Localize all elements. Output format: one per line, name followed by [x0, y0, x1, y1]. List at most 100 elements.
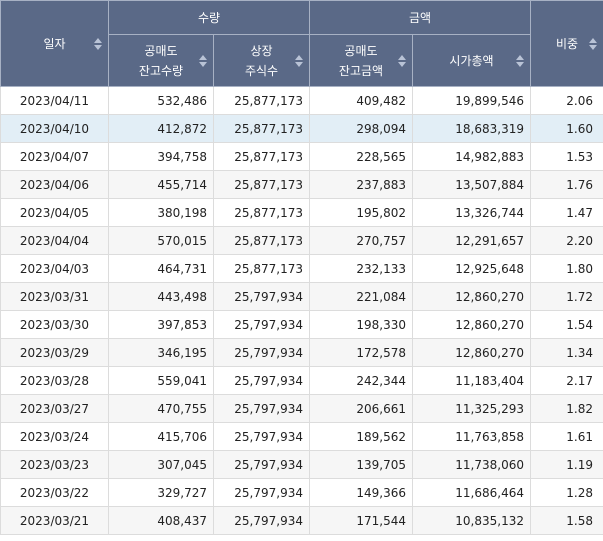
cell-listed-shares: 25,877,173: [213, 170, 310, 199]
cell-short-quantity: 559,041: [108, 366, 214, 395]
cell-ratio: 1.72: [530, 282, 603, 311]
cell-short-quantity: 412,872: [108, 114, 214, 143]
column-header-short-amount[interactable]: 공매도 잔고금액: [309, 34, 413, 87]
cell-short-amount: 242,344: [309, 366, 413, 395]
cell-date: 2023/04/06: [0, 170, 109, 199]
cell-market-cap: 11,763,858: [412, 422, 531, 451]
cell-date: 2023/04/11: [0, 86, 109, 115]
sort-icon[interactable]: [516, 54, 524, 67]
table-row[interactable]: 2023/04/03 464,731 25,877,173 232,133 12…: [0, 254, 603, 283]
sort-icon[interactable]: [94, 37, 102, 50]
table-row[interactable]: 2023/03/22 329,727 25,797,934 149,366 11…: [0, 478, 603, 507]
table-row[interactable]: 2023/04/06 455,714 25,877,173 237,883 13…: [0, 170, 603, 199]
table-row[interactable]: 2023/03/23 307,045 25,797,934 139,705 11…: [0, 450, 603, 479]
table-row[interactable]: 2023/03/29 346,195 25,797,934 172,578 12…: [0, 338, 603, 367]
cell-ratio: 2.17: [530, 366, 603, 395]
cell-short-quantity: 532,486: [108, 86, 214, 115]
sort-icon[interactable]: [199, 54, 207, 67]
cell-date: 2023/03/30: [0, 310, 109, 339]
cell-short-amount: 409,482: [309, 86, 413, 115]
column-header-ratio-label: 비중: [555, 36, 579, 51]
column-header-listed-shares-line1: 상장: [250, 43, 273, 58]
table-row[interactable]: 2023/03/31 443,498 25,797,934 221,084 12…: [0, 282, 603, 311]
sort-icon[interactable]: [295, 54, 303, 67]
cell-listed-shares: 25,877,173: [213, 86, 310, 115]
cell-short-quantity: 464,731: [108, 254, 214, 283]
table-row[interactable]: 2023/04/05 380,198 25,877,173 195,802 13…: [0, 198, 603, 227]
cell-listed-shares: 25,797,934: [213, 450, 310, 479]
sort-icon[interactable]: [589, 37, 597, 50]
cell-date: 2023/04/07: [0, 142, 109, 171]
cell-short-quantity: 329,727: [108, 478, 214, 507]
cell-market-cap: 13,326,744: [412, 198, 531, 227]
cell-listed-shares: 25,797,934: [213, 506, 310, 535]
cell-date: 2023/04/04: [0, 226, 109, 255]
cell-market-cap: 12,860,270: [412, 310, 531, 339]
table-row[interactable]: 2023/04/07 394,758 25,877,173 228,565 14…: [0, 142, 603, 171]
column-group-quantity: 수량: [108, 0, 310, 35]
cell-market-cap: 11,738,060: [412, 450, 531, 479]
cell-ratio: 1.82: [530, 394, 603, 423]
table-row[interactable]: 2023/04/04 570,015 25,877,173 270,757 12…: [0, 226, 603, 255]
column-header-short-amount-line1: 공매도: [344, 43, 378, 58]
cell-short-amount: 171,544: [309, 506, 413, 535]
column-group-amount: 금액: [309, 0, 531, 35]
cell-short-quantity: 394,758: [108, 142, 214, 171]
column-header-short-quantity-line1: 공매도: [144, 43, 178, 58]
cell-market-cap: 13,507,884: [412, 170, 531, 199]
table-row[interactable]: 2023/04/10 412,872 25,877,173 298,094 18…: [0, 114, 603, 143]
table-row[interactable]: 2023/03/28 559,041 25,797,934 242,344 11…: [0, 366, 603, 395]
column-group-quantity-label: 수량: [197, 10, 221, 25]
cell-date: 2023/03/29: [0, 338, 109, 367]
cell-market-cap: 18,683,319: [412, 114, 531, 143]
cell-date: 2023/04/10: [0, 114, 109, 143]
cell-short-amount: 139,705: [309, 450, 413, 479]
cell-short-quantity: 380,198: [108, 198, 214, 227]
cell-short-amount: 198,330: [309, 310, 413, 339]
cell-short-amount: 270,757: [309, 226, 413, 255]
cell-short-amount: 221,084: [309, 282, 413, 311]
cell-short-quantity: 570,015: [108, 226, 214, 255]
cell-date: 2023/03/27: [0, 394, 109, 423]
cell-market-cap: 11,325,293: [412, 394, 531, 423]
cell-market-cap: 12,860,270: [412, 282, 531, 311]
sort-icon[interactable]: [398, 54, 406, 67]
cell-date: 2023/04/05: [0, 198, 109, 227]
cell-date: 2023/03/23: [0, 450, 109, 479]
cell-short-amount: 172,578: [309, 338, 413, 367]
cell-short-quantity: 455,714: [108, 170, 214, 199]
cell-market-cap: 12,291,657: [412, 226, 531, 255]
cell-date: 2023/04/03: [0, 254, 109, 283]
table-row[interactable]: 2023/04/11 532,486 25,877,173 409,482 19…: [0, 86, 603, 115]
cell-listed-shares: 25,877,173: [213, 114, 310, 143]
cell-date: 2023/03/21: [0, 506, 109, 535]
cell-listed-shares: 25,877,173: [213, 142, 310, 171]
cell-listed-shares: 25,877,173: [213, 226, 310, 255]
column-header-short-quantity-line2: 잔고수량: [138, 63, 184, 78]
cell-ratio: 1.76: [530, 170, 603, 199]
cell-short-quantity: 470,755: [108, 394, 214, 423]
column-header-market-cap[interactable]: 시가총액: [412, 34, 531, 87]
cell-market-cap: 12,860,270: [412, 338, 531, 367]
cell-short-amount: 206,661: [309, 394, 413, 423]
column-group-amount-label: 금액: [408, 10, 432, 25]
column-header-listed-shares-line2: 주식수: [244, 63, 279, 78]
table-row[interactable]: 2023/03/30 397,853 25,797,934 198,330 12…: [0, 310, 603, 339]
table-row[interactable]: 2023/03/24 415,706 25,797,934 189,562 11…: [0, 422, 603, 451]
cell-short-amount: 149,366: [309, 478, 413, 507]
cell-ratio: 1.34: [530, 338, 603, 367]
table-row[interactable]: 2023/03/27 470,755 25,797,934 206,661 11…: [0, 394, 603, 423]
cell-listed-shares: 25,797,934: [213, 422, 310, 451]
cell-listed-shares: 25,797,934: [213, 310, 310, 339]
column-header-date[interactable]: 일자: [0, 0, 109, 87]
cell-short-amount: 195,802: [309, 198, 413, 227]
cell-ratio: 1.58: [530, 506, 603, 535]
table-row[interactable]: 2023/03/21 408,437 25,797,934 171,544 10…: [0, 506, 603, 535]
cell-short-quantity: 408,437: [108, 506, 214, 535]
cell-date: 2023/03/22: [0, 478, 109, 507]
column-header-ratio[interactable]: 비중: [530, 0, 603, 87]
cell-listed-shares: 25,797,934: [213, 338, 310, 367]
